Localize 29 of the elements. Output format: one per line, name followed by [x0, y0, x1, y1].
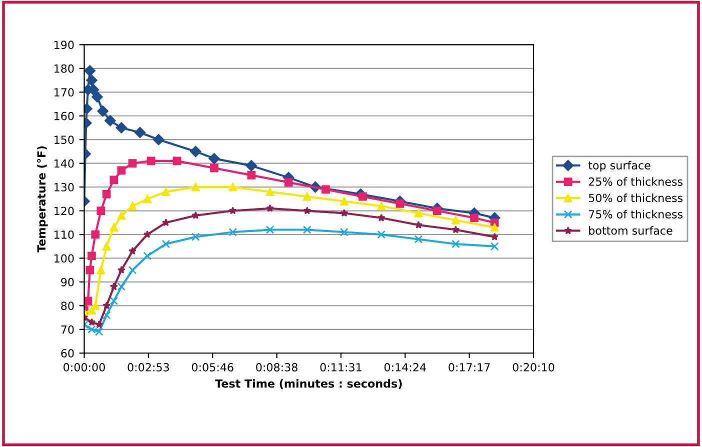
x-tick-label: 0:17:17 — [448, 363, 490, 372]
y-axis-title: Temperature (°F) — [37, 146, 48, 252]
x-tick-label: 0:11:31 — [320, 363, 362, 372]
y-tick-label: 60 — [61, 349, 74, 358]
y-tick-label: 190 — [54, 40, 74, 50]
y-tick-label: 150 — [54, 136, 74, 144]
y-tick-label: 90 — [61, 278, 74, 286]
y-tick-label: 160 — [54, 112, 74, 120]
y-tick-label: 140 — [54, 159, 74, 168]
y-tick-label: 180 — [54, 64, 74, 73]
x-tick-label: 0:05:46 — [192, 363, 234, 372]
y-tick-label: 70 — [61, 325, 74, 334]
y-tick-label: 130 — [54, 183, 74, 192]
legend-label: 75% of thickness — [589, 210, 683, 218]
x-tick-label: 0:20:10 — [512, 363, 554, 372]
y-tick-label: 110 — [54, 230, 74, 239]
x-axis-title: Test Time (minutes : seconds) — [215, 379, 402, 390]
legend-label: bottom surface — [589, 226, 672, 235]
legend-label: 50% of thickness — [588, 194, 683, 202]
y-tick-label: 120 — [54, 206, 74, 216]
y-tick-label: 80 — [61, 302, 74, 310]
x-tick-label: 0:08:38 — [256, 363, 298, 372]
x-tick-label: 0:14:24 — [384, 363, 426, 372]
legend-label: 25% of thickness — [588, 177, 683, 186]
x-tick-label: 0:02:53 — [128, 363, 169, 372]
y-tick-label: 100 — [54, 254, 74, 263]
x-tick-label: 0:00:00 — [64, 363, 105, 372]
y-tick-label: 170 — [54, 88, 74, 97]
legend-label: top surface — [588, 160, 650, 172]
